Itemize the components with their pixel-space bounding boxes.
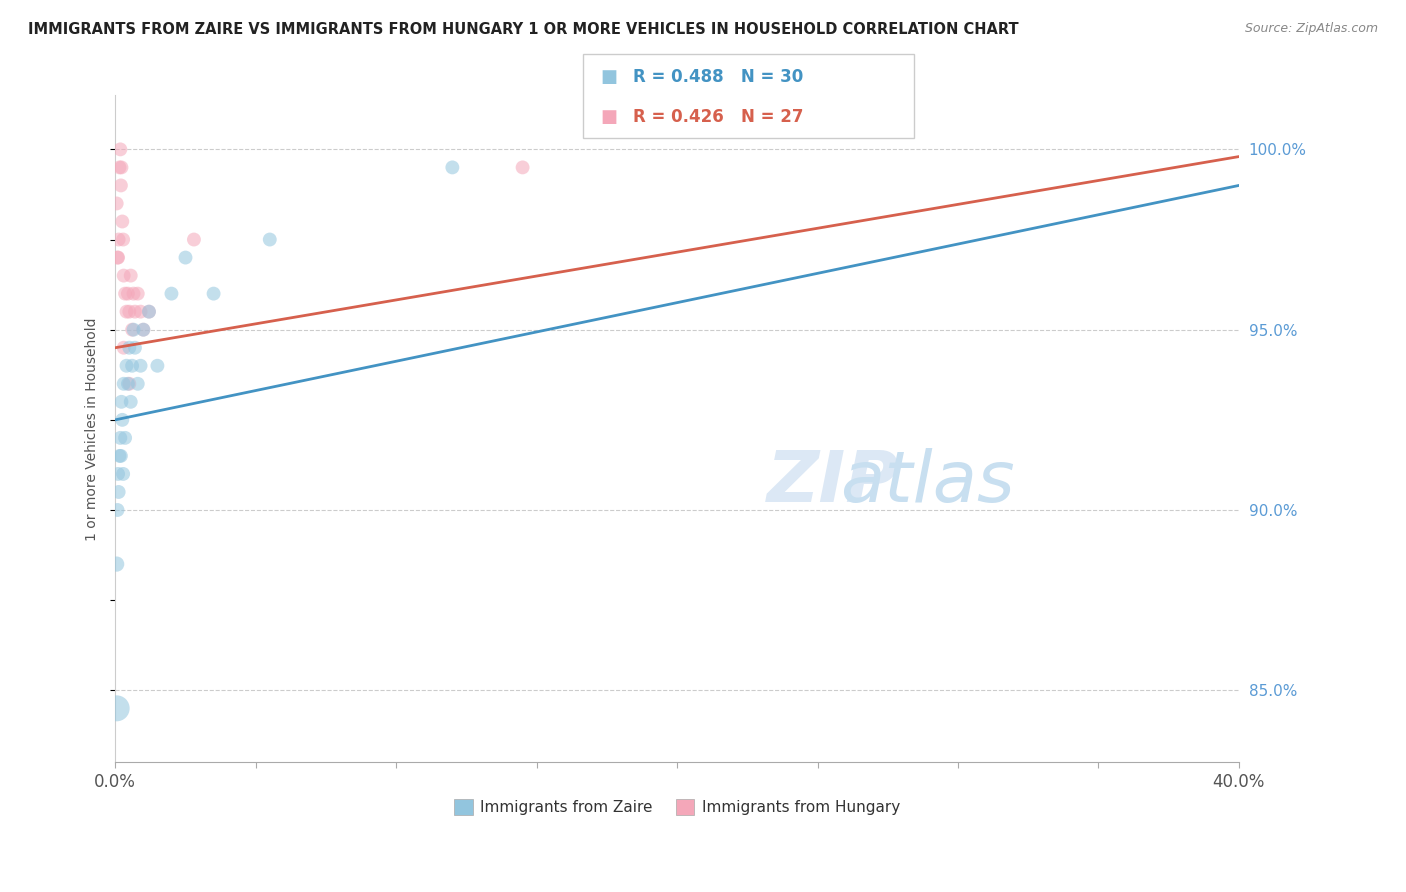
Point [107,251,129,265]
Text: R = 0.488   N = 30: R = 0.488 N = 30 [633,69,803,87]
Text: R = 0.426   N = 27: R = 0.426 N = 27 [633,108,803,126]
Point [174,251,197,265]
Point [129,359,152,373]
Point [110,161,132,175]
Point [118,376,141,391]
Point [160,286,183,301]
Point [121,323,143,337]
Point [117,376,139,391]
Y-axis label: 1 or more Vehicles in Household: 1 or more Vehicles in Household [86,318,100,541]
Point [127,376,149,391]
Point [107,467,129,481]
Text: ZIP: ZIP [768,448,900,516]
Point [118,304,141,318]
Point [111,214,134,228]
Point [129,304,152,318]
Point [138,304,160,318]
Point [124,341,146,355]
Point [110,431,132,445]
Text: Source: ZipAtlas.com: Source: ZipAtlas.com [1244,22,1378,36]
Point [118,341,141,355]
Point [202,286,225,301]
Point [112,341,135,355]
Point [110,394,132,409]
Point [112,233,135,247]
Point [105,557,128,571]
Text: ■: ■ [600,69,617,87]
Point [110,142,132,156]
Point [132,323,155,337]
Point [127,286,149,301]
Point [107,251,129,265]
Point [112,376,135,391]
Point [108,161,131,175]
Point [111,413,134,427]
Point [115,304,138,318]
Point [115,359,138,373]
Legend: Immigrants from Zaire, Immigrants from Hungary: Immigrants from Zaire, Immigrants from H… [449,793,905,822]
Point [112,268,135,283]
Point [120,268,142,283]
Point [107,503,129,517]
Point [117,286,139,301]
Point [120,394,142,409]
Point [107,485,129,500]
Point [132,323,155,337]
Point [110,449,132,463]
Point [146,359,169,373]
Text: ■: ■ [600,108,617,126]
Point [121,359,143,373]
Text: atlas: atlas [839,448,1015,516]
Point [138,304,160,318]
Point [105,196,128,211]
Point [122,323,145,337]
Point [122,286,145,301]
Point [114,286,136,301]
Point [124,304,146,318]
Point [112,467,135,481]
Point [107,233,129,247]
Point [114,431,136,445]
Text: IMMIGRANTS FROM ZAIRE VS IMMIGRANTS FROM HUNGARY 1 OR MORE VEHICLES IN HOUSEHOLD: IMMIGRANTS FROM ZAIRE VS IMMIGRANTS FROM… [28,22,1019,37]
Point [259,233,281,247]
Point [108,449,131,463]
Point [105,701,128,715]
Point [183,233,205,247]
Point [110,178,132,193]
Point [512,161,534,175]
Point [441,161,464,175]
